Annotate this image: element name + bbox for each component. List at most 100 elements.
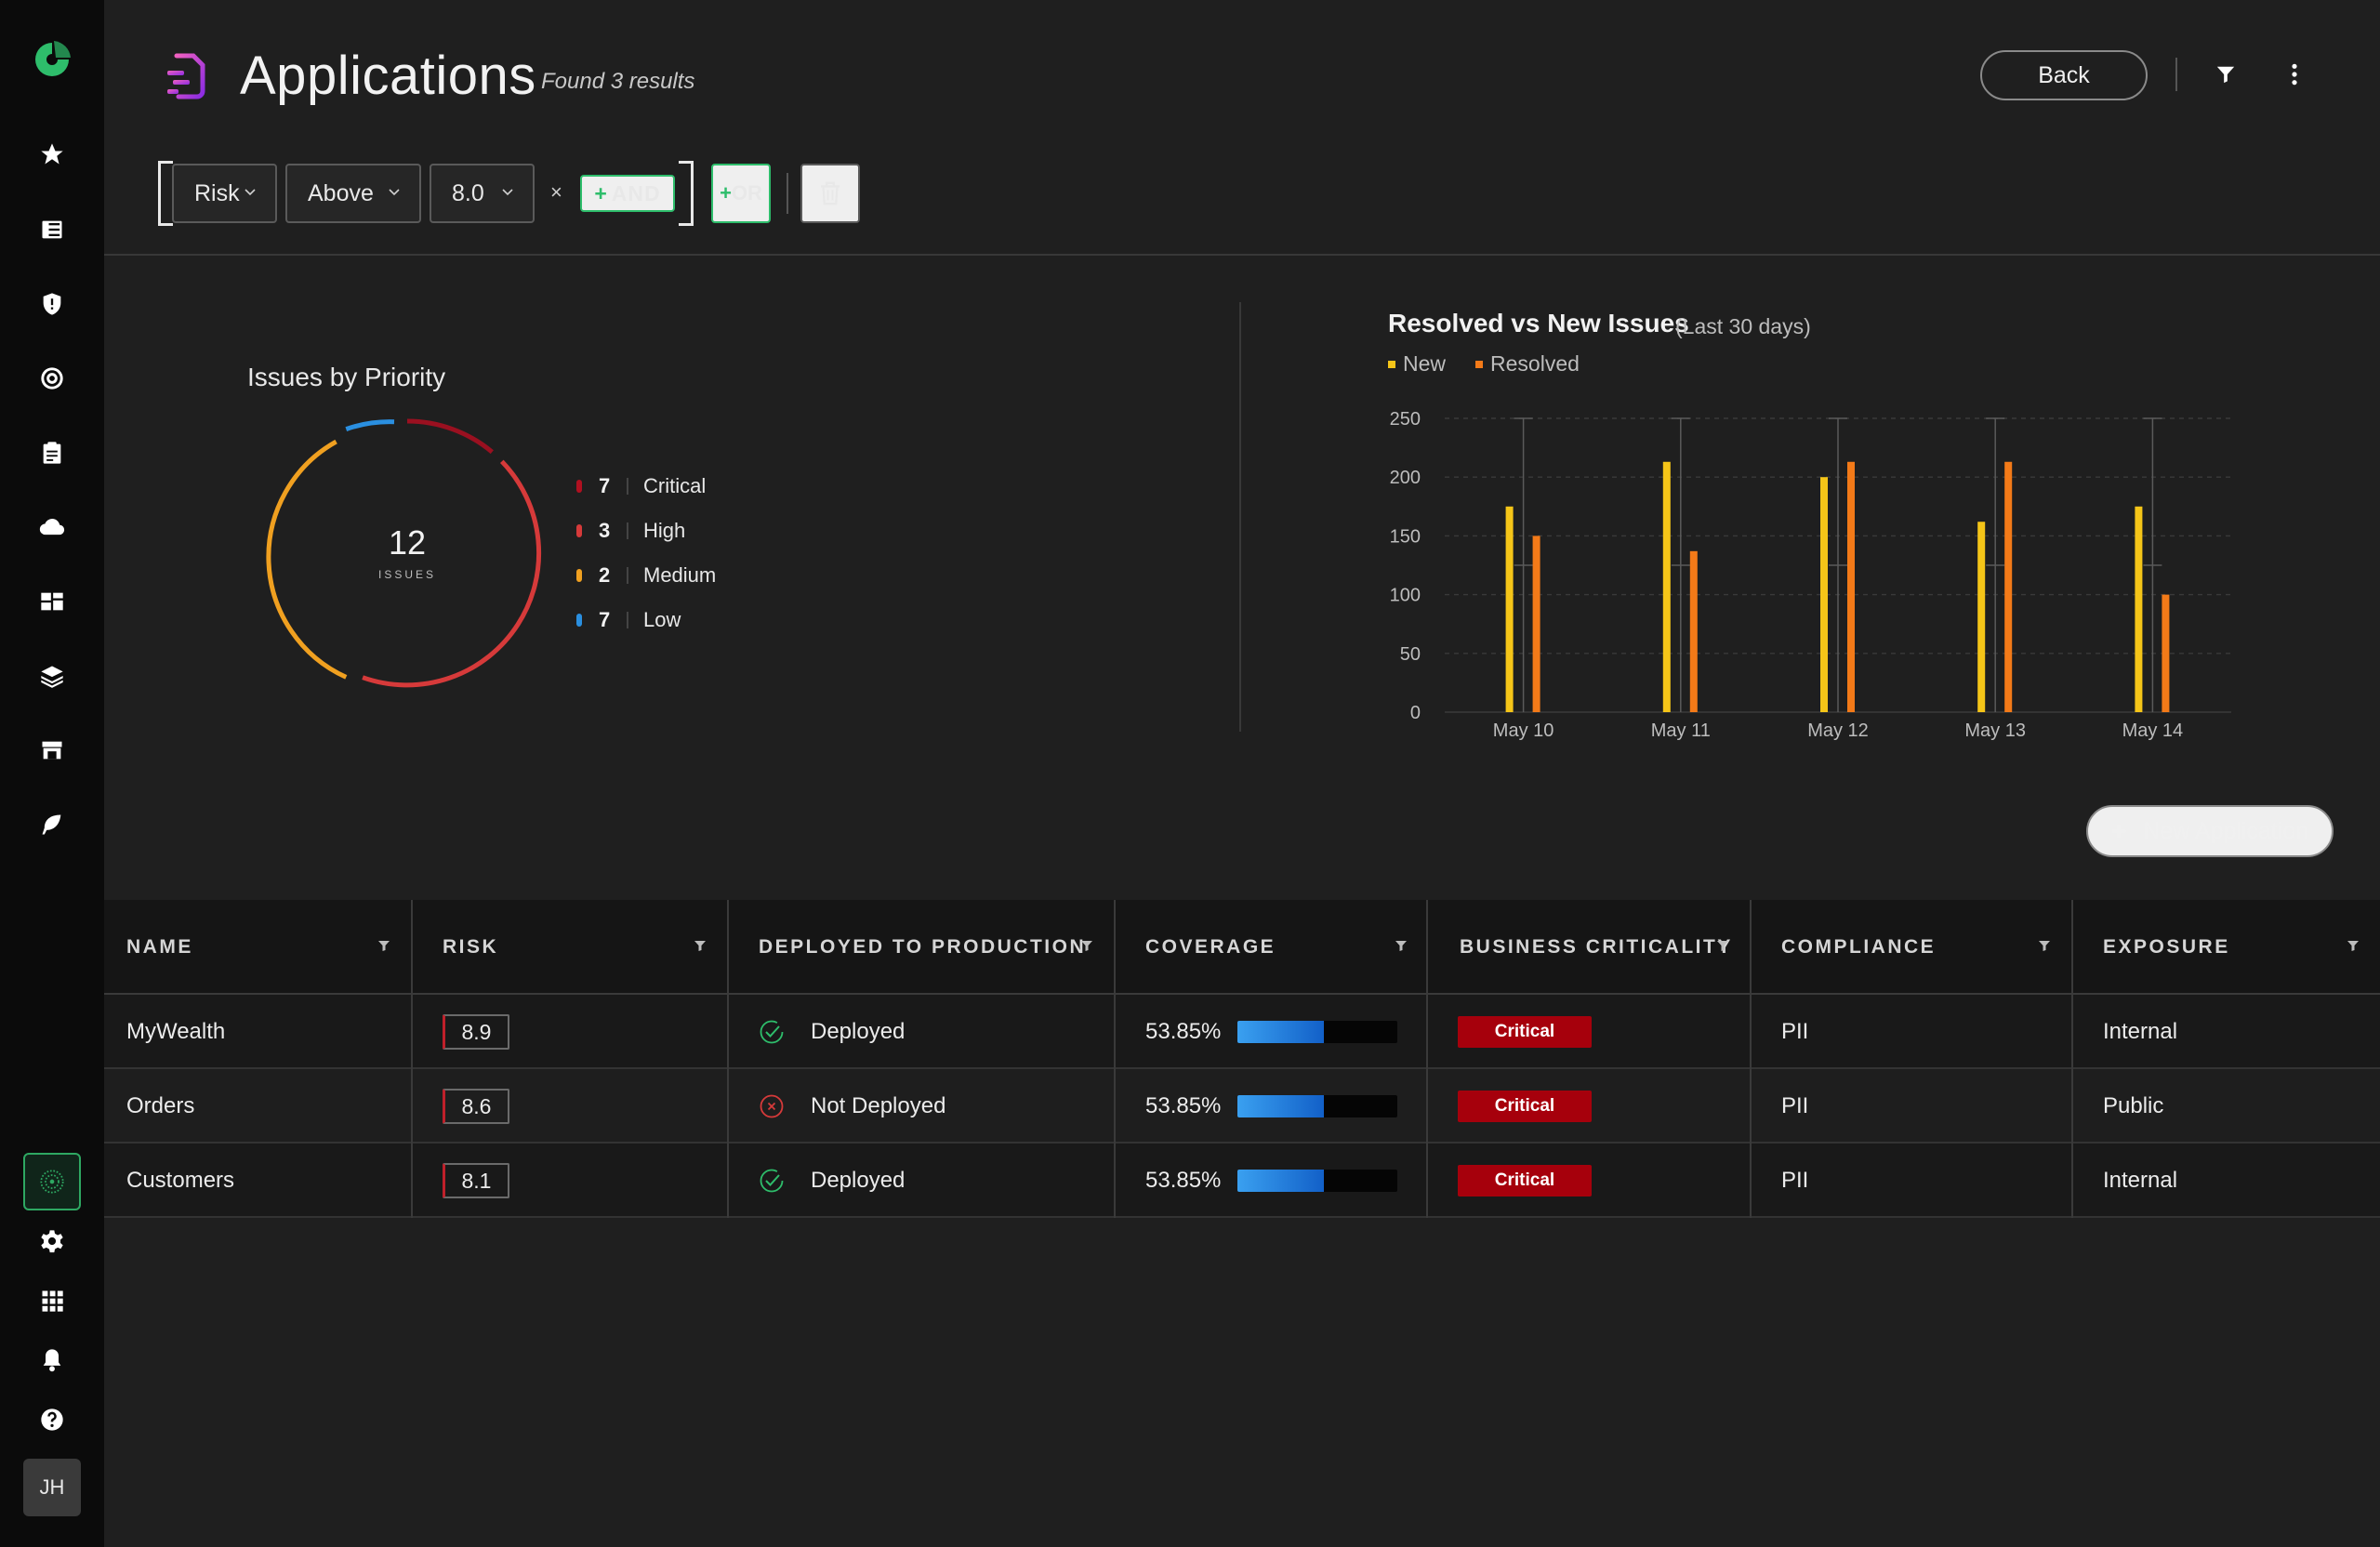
risk-score: 8.6 — [443, 1089, 509, 1124]
legend-marker-new — [1388, 360, 1395, 368]
bar-resolved-may-11 — [1689, 550, 1698, 712]
column-header-risk[interactable]: RISK — [420, 900, 727, 995]
legend-item-low: 7 Low — [576, 605, 681, 635]
column-header-coverage[interactable]: COVERAGE — [1123, 900, 1428, 995]
modules-icon[interactable] — [30, 579, 74, 624]
sidebar: JH — [0, 0, 104, 1547]
cell-risk: 8.1 — [443, 1144, 509, 1218]
legend-label: Medium — [643, 563, 717, 587]
column-header-name[interactable]: NAME — [104, 900, 411, 995]
applications-icon — [164, 52, 212, 100]
bar-resolved-may-13 — [2004, 461, 2013, 712]
more-options-icon[interactable] — [2278, 58, 2311, 91]
y-tick-label: 250 — [1390, 409, 1421, 430]
chevron-down-icon — [502, 189, 513, 196]
legend-marker — [576, 569, 582, 582]
add-and-button[interactable]: + AND — [580, 175, 675, 212]
filter-group-bracket-left — [158, 161, 173, 226]
column-header-exposure[interactable]: EXPOSURE — [2081, 900, 2380, 995]
filter-divider — [787, 173, 788, 214]
cell-name[interactable]: Orders — [126, 1093, 195, 1118]
column-filter-icon[interactable] — [2038, 939, 2051, 952]
legend-count: 7 — [599, 474, 611, 497]
filter-field-select[interactable]: Risk — [172, 164, 277, 223]
column-filter-icon[interactable] — [1716, 939, 1729, 952]
filter-value-text: 8.0 — [452, 179, 484, 206]
donut-unit-label: ISSUES — [377, 568, 436, 581]
bar-new-may-12 — [1820, 477, 1828, 712]
column-header-deployed[interactable]: DEPLOYED TO PRODUCTION — [736, 900, 1114, 995]
user-avatar[interactable]: JH — [23, 1459, 81, 1516]
deploy-status: Deployed — [811, 1019, 906, 1044]
column-label: DEPLOYED TO PRODUCTION — [759, 936, 1087, 958]
bell-icon[interactable] — [30, 1338, 74, 1382]
star-icon[interactable] — [30, 132, 74, 177]
cloud-icon[interactable] — [30, 505, 74, 549]
apps-grid-icon[interactable] — [30, 1278, 74, 1323]
cell-exposure: Internal — [2103, 1019, 2178, 1044]
criticality-badge: Critical — [1458, 1091, 1592, 1122]
cell-name[interactable]: MyWealth — [126, 1019, 226, 1044]
table-header: NAME RISK DEPLOYED TO PRODUCTION COVERAG… — [104, 900, 2380, 995]
active-module-icon[interactable] — [23, 1153, 81, 1210]
trash-icon — [821, 181, 840, 205]
app-logo-icon[interactable] — [30, 37, 74, 82]
coverage-bar — [1237, 1095, 1398, 1117]
filter-operator-select[interactable]: Above — [285, 164, 421, 223]
column-filter-icon[interactable] — [377, 939, 390, 952]
y-tick-label: 150 — [1390, 526, 1421, 547]
coverage-bar-fill — [1237, 1021, 1325, 1043]
gear-icon[interactable] — [30, 1219, 74, 1263]
clipboard-icon[interactable] — [30, 430, 74, 475]
target-icon[interactable] — [30, 356, 74, 401]
layers-icon[interactable] — [30, 654, 74, 698]
back-button[interactable]: Back — [1980, 50, 2148, 100]
bar-resolved-may-12 — [1847, 461, 1855, 712]
cell-compliance: PII — [1781, 1093, 1809, 1118]
column-header-criticality[interactable]: BUSINESS CRITICALITY — [1437, 900, 1750, 995]
filter-divider-line — [104, 254, 2380, 256]
dashboard-icon[interactable] — [30, 207, 74, 252]
filter-operator-value: Above — [308, 179, 374, 206]
help-icon[interactable] — [30, 1397, 74, 1442]
coverage-bar-fill — [1237, 1170, 1325, 1192]
legend-item-critical: 7 Critical — [576, 471, 706, 501]
remove-condition-button[interactable]: × — [550, 180, 562, 204]
column-filter-icon[interactable] — [2347, 939, 2360, 952]
cell-name[interactable]: Customers — [126, 1168, 235, 1193]
donut-chart-title: Issues by Priority — [247, 363, 446, 391]
bar-new-may-10 — [1505, 506, 1514, 712]
legend-divider — [627, 522, 628, 539]
legend-divider — [627, 567, 628, 584]
cell-risk: 8.9 — [443, 995, 509, 1069]
delete-filter-button[interactable] — [800, 164, 860, 223]
y-tick-label: 200 — [1390, 468, 1421, 488]
add-or-button[interactable]: + OR — [711, 164, 771, 223]
legend-marker — [576, 614, 582, 627]
legend-label: Low — [643, 608, 681, 631]
filter-value-select[interactable]: 8.0 — [430, 164, 535, 223]
filter-icon[interactable] — [2209, 58, 2242, 91]
plus-icon: + — [2110, 816, 2127, 845]
column-filter-icon[interactable] — [694, 939, 707, 952]
y-tick-label: 50 — [1400, 644, 1421, 665]
column-label: COMPLIANCE — [1781, 936, 1937, 958]
new-application-label: New Application — [2143, 817, 2309, 844]
column-header-compliance[interactable]: COMPLIANCE — [1759, 900, 2071, 995]
table-row[interactable]: MyWealth 8.9 Deployed 53.85% Critical PI… — [104, 995, 2380, 1069]
legend-divider — [627, 478, 628, 495]
column-filter-icon[interactable] — [1395, 939, 1408, 952]
new-application-button[interactable]: + New Application — [2086, 805, 2334, 857]
column-label: RISK — [443, 936, 499, 958]
table-row[interactable]: Customers 8.1 Deployed 53.85% Critical P… — [104, 1144, 2380, 1218]
column-filter-icon[interactable] — [1080, 939, 1093, 952]
leaf-icon[interactable] — [30, 802, 74, 847]
shield-icon[interactable] — [30, 282, 74, 326]
x-tick-label: May 14 — [2122, 721, 2184, 741]
bar-chart-legend: New Resolved — [1388, 351, 1580, 377]
x-tick-label: May 11 — [1651, 721, 1711, 741]
legend-count: 7 — [599, 608, 611, 631]
legend-count: 3 — [599, 519, 611, 542]
table-row[interactable]: Orders 8.6 Not Deployed 53.85% Critical … — [104, 1069, 2380, 1144]
store-icon[interactable] — [30, 728, 74, 773]
